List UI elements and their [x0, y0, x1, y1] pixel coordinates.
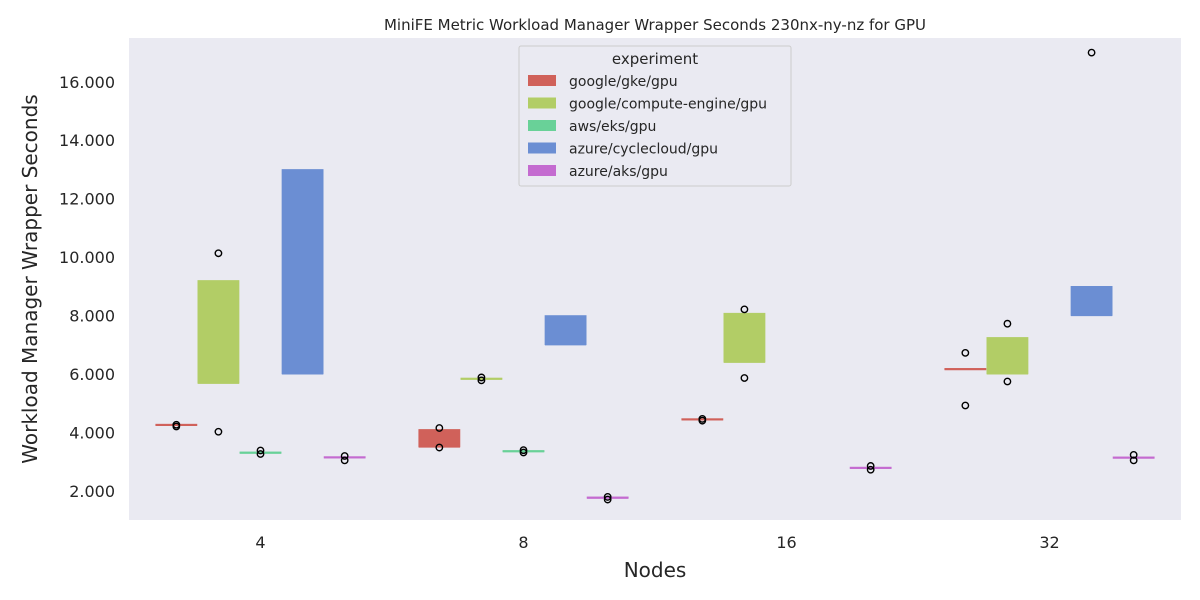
outlier-point: [1087, 48, 1096, 57]
outlier-point: [519, 448, 528, 457]
outlier-point: [740, 374, 749, 382]
box: [723, 312, 766, 363]
x-axis-ticks: 4 8 16 32: [255, 533, 1059, 552]
outlier-point: [1129, 450, 1138, 459]
chart-title: MiniFE Metric Workload Manager Wrapper S…: [384, 16, 926, 34]
y-tick-label: 6.000: [69, 365, 115, 384]
outlier-point: [256, 446, 265, 455]
outlier-point: [477, 373, 486, 382]
outlier-point: [214, 249, 223, 258]
outlier-point: [172, 420, 181, 429]
outlier-point: [1129, 456, 1138, 465]
y-tick-label: 10.000: [59, 248, 115, 267]
box: [197, 280, 240, 384]
outlier-point: [477, 376, 486, 385]
y-tick-label: 2.000: [69, 482, 115, 501]
legend-swatch: [528, 165, 556, 176]
legend-label: google/gke/gpu: [569, 74, 678, 90]
outlier-point: [435, 443, 444, 452]
x-axis-title: Nodes: [624, 558, 687, 582]
box: [281, 169, 324, 375]
outlier-point: [961, 349, 970, 357]
legend-label: azure/cyclecloud/gpu: [569, 142, 718, 158]
outlier-point: [740, 305, 749, 314]
outlier-point: [214, 427, 223, 436]
outlier-points: [172, 48, 1138, 504]
legend-swatch: [528, 120, 556, 131]
box: [1070, 286, 1113, 316]
box: [544, 315, 587, 346]
legend-title: experiment: [612, 50, 698, 68]
outlier-point: [866, 465, 875, 474]
x-tick-label: 32: [1039, 533, 1059, 552]
outlier-point: [961, 401, 970, 410]
x-tick-label: 16: [776, 533, 796, 552]
outlier-point: [1003, 377, 1012, 386]
y-tick-label: 8.000: [69, 307, 115, 326]
legend-frame: [518, 45, 792, 187]
legend-label: google/compute-engine/gpu: [569, 97, 767, 113]
legend: experiment google/gke/gpu google/compute-…: [518, 45, 792, 187]
legend-swatch: [528, 75, 556, 86]
box: [986, 337, 1029, 375]
y-axis-ticks: 2.000 4.000 6.000 8.000 10.000 12.000 14.000 16…: [59, 73, 115, 501]
outlier-point: [256, 450, 265, 458]
legend-swatch: [528, 97, 556, 109]
outlier-point: [519, 446, 528, 455]
outlier-point: [340, 452, 349, 460]
outlier-point: [603, 495, 612, 504]
x-tick-label: 8: [518, 533, 528, 552]
outlier-point: [866, 462, 875, 470]
outlier-point: [435, 424, 444, 432]
outlier-point: [1003, 319, 1012, 328]
legend-label: azure/aks/gpu: [569, 164, 668, 180]
legend-items: google/gke/gpu google/compute-engine/gpu a…: [528, 74, 767, 180]
legend-label: aws/eks/gpu: [569, 119, 656, 135]
x-tick-label: 4: [255, 533, 265, 552]
y-tick-label: 4.000: [69, 423, 115, 442]
y-axis-title: Workload Manager Wrapper Seconds: [18, 94, 42, 463]
outlier-point: [698, 415, 707, 423]
y-tick-label: 14.000: [59, 131, 115, 150]
outlier-point: [603, 493, 612, 501]
y-tick-label: 12.000: [59, 190, 115, 209]
legend-swatch: [528, 142, 556, 154]
y-tick-label: 16.000: [59, 73, 115, 92]
outlier-point: [340, 456, 349, 465]
